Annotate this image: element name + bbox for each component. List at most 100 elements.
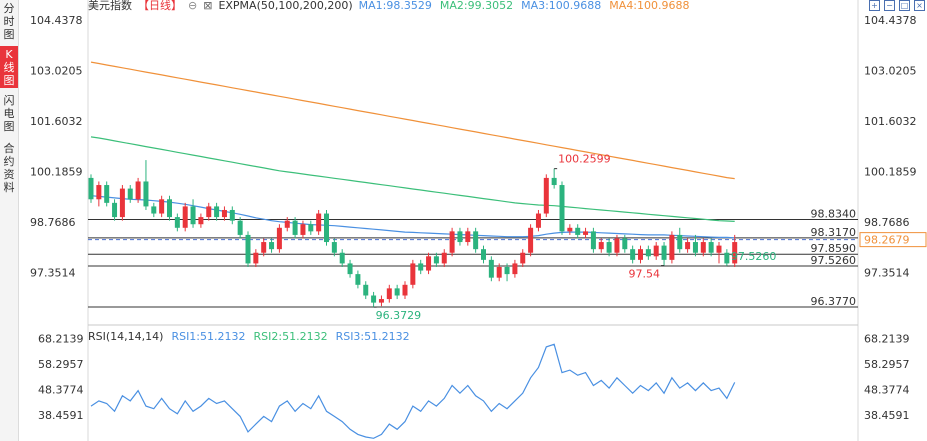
candle-body [167,199,172,218]
fullscreen-icon[interactable]: □ [899,0,910,11]
rsi-tick-right: 38.4591 [864,409,910,422]
candle-body [551,177,557,186]
y-tick-left: 104.4378 [30,14,83,27]
rsi-tick-right: 48.3774 [864,384,910,397]
candle-body [567,227,573,232]
candle-body [284,220,290,228]
candle-body [441,252,447,264]
candle-body [638,249,643,260]
ma-legend-item: MA2:99.3052 [440,0,513,12]
candle-body [606,242,612,253]
rsi-line [90,343,736,439]
candle-body [331,242,337,253]
candle-body [583,231,589,235]
candle-body [198,217,204,225]
candle-body [237,220,243,235]
candle-body [481,249,486,260]
ma-legend-item: MA3:100.9688 [521,0,601,12]
candle-body [559,185,565,232]
candle-body [488,259,494,278]
rsi-legend-item: RSI1:51.2132 [171,330,245,343]
y-tick-left: 103.0205 [30,64,83,77]
y-tick-right: 97.3514 [864,266,910,279]
candle-body [630,249,636,260]
candle-body [355,274,361,285]
candle-body [457,231,463,243]
candle-body [135,181,141,200]
candle-body [520,252,526,264]
rsi-tick-left: 58.2957 [38,358,84,371]
candle-body [300,224,306,235]
candle-body [308,224,314,232]
tab-contract-info[interactable]: 合约资料 [3,142,15,194]
rsi-title: RSI(14,14,14) [88,330,163,343]
rsi-chart: RSI(14,14,14) RSI1:51.2132 RSI2:51.2132 RSI… [38,330,910,439]
candle-body [528,227,534,253]
collapse-icon: ⊖ [188,0,197,12]
candle-body [645,249,651,257]
candle-body [543,177,549,214]
tab-flash[interactable]: 闪电图 [3,94,15,133]
candle-body [622,238,628,250]
y-tick-right: 98.7686 [864,216,910,229]
candle-body [732,242,738,264]
candle-body [151,206,157,214]
candle-body [677,234,683,250]
rsi-tick-right: 58.2957 [864,358,910,371]
candle-body [261,242,267,253]
chart-title: 美元指数 [88,0,132,12]
candle-body [206,206,212,218]
ema50-line [90,195,735,239]
level-label: 97.5260 [811,254,857,267]
indicator-name: EXPMA(50,100,200,200) [218,0,352,12]
tab-kline[interactable]: K线图 [0,46,18,88]
candle-body [214,206,220,218]
candle-body [535,213,541,228]
candle-body [371,295,377,303]
candle-body [465,231,471,243]
rsi-tick-left: 38.4591 [38,409,84,422]
level-label: 96.3770 [811,295,857,308]
price-chart: 美元指数 【日线】 ⊖ ⊠ EXPMA(50,100,200,200) MA1:98.35… [30,0,927,441]
zoom-in-icon[interactable]: + [869,0,880,11]
sidebar: 分时图 K线图 闪电图 合约资料 [0,0,19,441]
annotation-label: 97.54 [629,268,661,281]
candle-body [143,181,149,207]
current-price-label: 98.2679 [864,234,910,247]
candle-body [418,263,424,271]
close-icon[interactable]: × [914,0,925,11]
candle-body [700,242,706,253]
current-price-box [859,232,927,248]
candle-body [661,245,667,260]
ema200-line [90,61,735,180]
candle-body [104,185,110,203]
candle-body [716,245,722,253]
rsi-tick-right: 68.2139 [864,333,910,346]
candle-body [159,199,165,214]
candle-body [127,188,133,200]
candle-body [410,263,416,285]
candle-body [402,284,408,296]
candle-body [112,202,118,218]
candle-body [426,256,432,271]
candle-body [119,188,125,218]
indicator-icon: ⊠ [203,0,212,12]
y-tick-left: 100.1859 [30,165,83,178]
candle-body [347,263,353,275]
candle-body [590,231,596,250]
tab-timeshare[interactable]: 分时图 [3,2,15,41]
candle-body [88,177,94,200]
annotation-label: 97.5260 [731,250,777,263]
candle-body [363,284,369,296]
candle-body [692,242,698,253]
level-label: 98.3170 [811,226,857,239]
zoom-out-icon[interactable]: − [884,0,895,11]
candle-body [292,220,298,235]
candle-body [614,238,620,253]
candle-body [190,206,196,225]
rsi-legend-item: RSI3:51.2132 [336,330,410,343]
toolbar: + − □ × [869,0,925,12]
candle-body [269,242,275,250]
candle-body [504,266,510,275]
y-tick-right: 104.4378 [864,14,917,27]
